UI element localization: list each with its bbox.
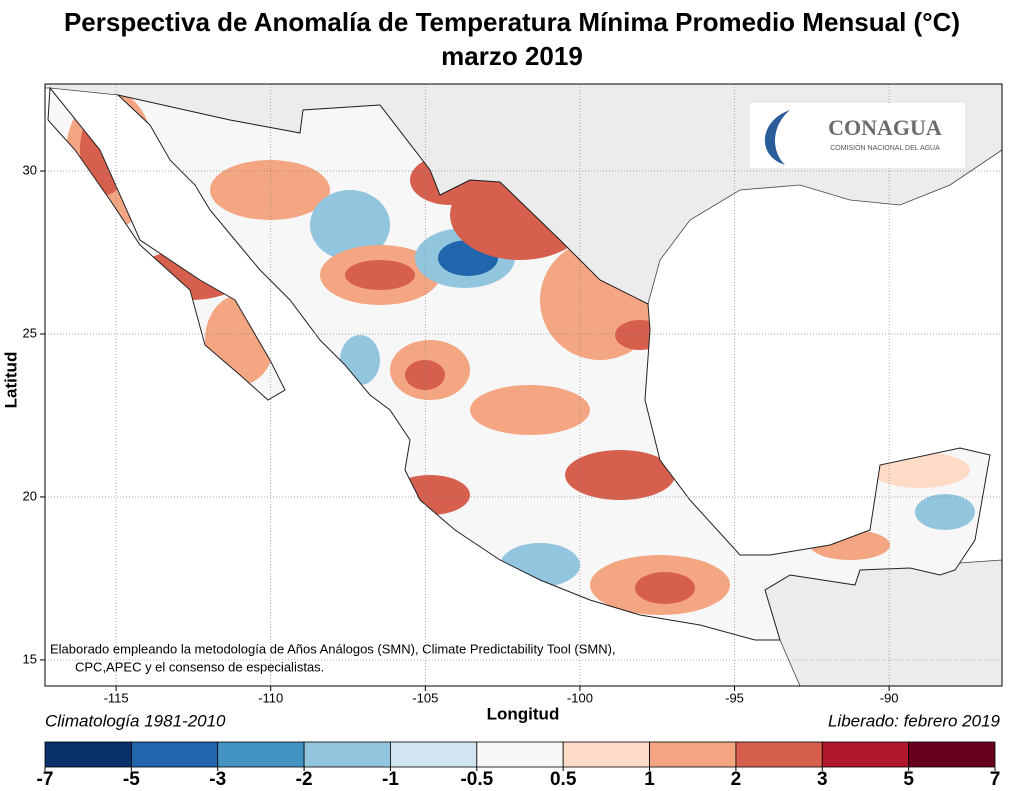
colorbar-segment <box>303 741 391 768</box>
note: CPC,APEC y el consenso de especialistas. <box>75 659 324 674</box>
colorbar-label: -3 <box>209 769 226 790</box>
subtitle: marzo 2019 <box>441 41 583 71</box>
colorbar-segment <box>649 741 737 768</box>
colorbar-segment <box>217 741 305 768</box>
x-axis-label: Longitud <box>487 704 560 723</box>
x-tick-label: -115 <box>104 690 129 705</box>
x-tick-label: -105 <box>412 690 438 705</box>
colorbar-label: -2 <box>296 769 313 790</box>
title: Perspectiva de Anomalía de Temperatura M… <box>64 7 960 37</box>
colorbar-label: 7 <box>990 769 1001 790</box>
logo-icon <box>764 110 790 165</box>
colorbar-segment <box>735 741 823 768</box>
colorbar-segment <box>562 741 650 768</box>
colorbar-label: 1 <box>644 769 655 790</box>
colorbar-segment <box>821 741 910 768</box>
y-tick-label: 30 <box>23 162 37 177</box>
colorbar-label: 2 <box>731 769 742 790</box>
colorbar-label: -7 <box>37 769 54 790</box>
colorbar-label: -5 <box>123 769 140 790</box>
y-tick-label: 15 <box>23 651 37 666</box>
colorbar-segment <box>390 741 478 768</box>
colorbar-segment <box>44 741 132 768</box>
y-axis-label: Latitud <box>1 352 20 409</box>
x-tick-label: -110 <box>258 690 283 705</box>
colorbar: -7 -5 -3 -2 -1 -0.5 0.5 1 2 3 5 7 <box>37 741 1001 790</box>
colorbar-label: 3 <box>817 769 828 790</box>
colorbar-label: 5 <box>903 769 914 790</box>
colorbar-label: 0.5 <box>550 769 577 790</box>
x-tick-label: -95 <box>725 690 744 705</box>
colorbar-label: -0.5 <box>460 769 493 790</box>
climatology: Climatología 1981-2010 <box>45 711 226 730</box>
y-tick-label: 25 <box>23 325 37 340</box>
x-tick-label: -100 <box>567 690 593 705</box>
colorbar-segment <box>130 741 219 768</box>
map <box>45 84 1002 686</box>
y-tick-label: 20 <box>23 488 37 503</box>
x-tick-label: -90 <box>880 690 899 705</box>
coastline <box>47 86 991 641</box>
colorbar-segment <box>908 741 996 768</box>
central-america <box>764 559 1002 686</box>
note: Elaborado empleando la metodología de Añ… <box>50 641 616 656</box>
logo-name: CONAGUA <box>828 115 942 140</box>
colorbar-label: -1 <box>382 769 399 790</box>
logo-subtitle: COMISIÓN NACIONAL DEL AGUA <box>830 143 940 152</box>
colorbar-segment <box>476 741 564 768</box>
release: Liberado: febrero 2019 <box>828 711 1001 730</box>
map-frame <box>44 83 1003 687</box>
